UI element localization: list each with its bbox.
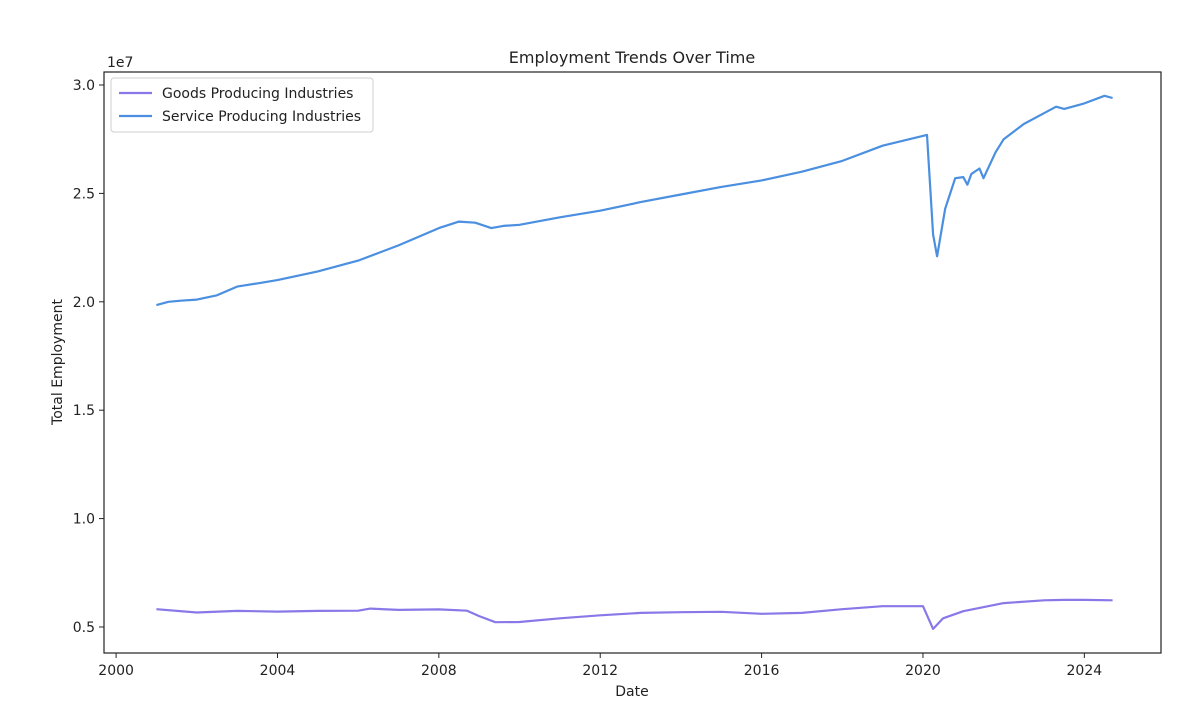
y-axis-label: Total Employment [50, 299, 66, 426]
legend: Goods Producing Industries Service Produ… [110, 77, 374, 133]
series-line-goods [156, 598, 1113, 631]
x-tick-label: 2008 [421, 663, 457, 679]
y-tick-label: 0.5 [73, 620, 95, 636]
x-tick-label: 2012 [582, 663, 618, 679]
y-tick-label: 2.5 [73, 186, 95, 202]
series-layer [156, 94, 1113, 631]
x-tick-label: 2020 [905, 663, 941, 679]
plot-area [103, 71, 1162, 654]
x-axis: 2000 2004 2008 2012 2016 2020 2024 [98, 653, 1102, 679]
x-tick-label: 2004 [260, 663, 296, 679]
legend-label-service: Service Producing Industries [162, 109, 361, 125]
series-line-service [156, 94, 1113, 307]
x-tick-label: 2024 [1067, 663, 1103, 679]
y-offset-label: 1e7 [107, 55, 133, 71]
legend-frame [110, 77, 374, 133]
x-tick-label: 2000 [98, 663, 134, 679]
y-tick-label: 1.0 [73, 512, 95, 528]
y-tick-label: 1.5 [73, 403, 95, 419]
y-tick-label: 3.0 [73, 78, 95, 94]
x-axis-label: Date [615, 684, 648, 700]
y-tick-label: 2.0 [73, 295, 95, 311]
x-tick-label: 2016 [744, 663, 780, 679]
legend-label-goods: Goods Producing Industries [162, 86, 353, 102]
y-axis: 0.5 1.0 1.5 2.0 2.5 3.0 [73, 78, 104, 636]
chart-title: Employment Trends Over Time [509, 48, 755, 67]
